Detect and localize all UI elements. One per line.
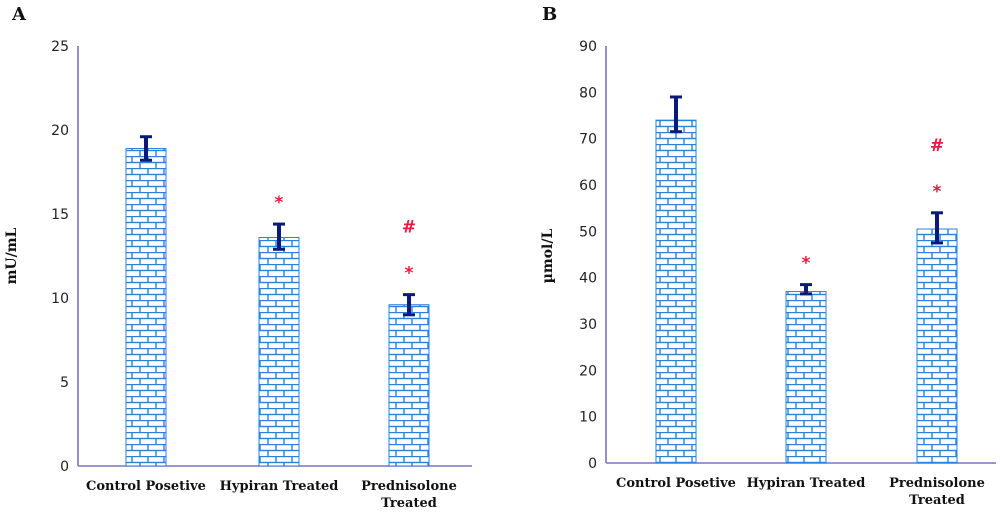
significance-mark: #: [402, 218, 416, 238]
x-category-label: Control Posetive: [86, 479, 206, 494]
y-tick-label: 20: [51, 123, 69, 139]
x-category-label: Prednisolone Treated: [889, 476, 985, 508]
y-tick-label: 80: [579, 85, 597, 101]
y-axis-label: µmol/L: [540, 229, 556, 284]
x-category-label: Hypiran Treated: [747, 476, 866, 491]
y-axis-label: mU/mL: [4, 227, 20, 284]
x-category-label: Hypiran Treated: [220, 479, 339, 494]
bar: [916, 228, 958, 464]
bar: [655, 119, 697, 464]
y-tick-label: 70: [579, 132, 597, 148]
y-tick-label: 25: [51, 39, 69, 55]
panel-label: B: [542, 4, 557, 25]
significance-mark: *: [275, 193, 284, 213]
x-category-label: Control Posetive: [616, 476, 736, 491]
significance-mark: #: [930, 136, 944, 156]
y-tick-label: 50: [579, 224, 597, 240]
bar: [388, 304, 430, 467]
significance-mark: *: [802, 254, 811, 274]
y-tick-label: 5: [60, 375, 69, 391]
x-category-label: Prednisolone Treated: [361, 479, 457, 511]
y-tick-label: 30: [579, 317, 597, 333]
y-tick-label: 15: [51, 207, 69, 223]
y-tick-label: 40: [579, 271, 597, 287]
y-tick-label: 10: [579, 410, 597, 426]
y-tick-label: 0: [60, 459, 69, 475]
bar: [258, 237, 300, 467]
panel-a: AmU/mL 0 5 10 15 20 25 Control Posetive * Hypiran…: [4, 4, 472, 511]
y-tick-label: 20: [579, 363, 597, 379]
y-tick-label: 60: [579, 178, 597, 194]
significance-mark: *: [933, 182, 942, 202]
bar: [785, 291, 827, 464]
bar: [125, 147, 167, 467]
y-tick-label: 0: [588, 456, 597, 472]
y-tick-label: 90: [579, 39, 597, 55]
panel-label: A: [11, 4, 27, 25]
y-tick-label: 10: [51, 291, 69, 307]
significance-mark: *: [405, 264, 414, 284]
